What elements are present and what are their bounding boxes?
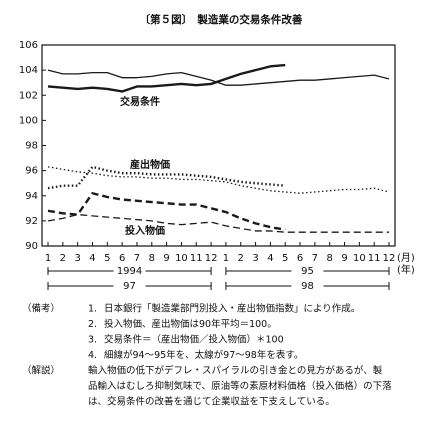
x-tick-label: 8 bbox=[327, 253, 333, 264]
note-text: 投入物価、産出物価は90年平均＝100。 bbox=[104, 318, 277, 330]
y-tick-label: 94 bbox=[25, 191, 38, 202]
explanation-line: は、交易条件の改善を通じて企業収益を下支えしている。 bbox=[88, 396, 335, 408]
x-tick-label: 12 bbox=[383, 253, 396, 264]
note-number: 1. bbox=[88, 304, 97, 315]
series-annotation: 投入物価 bbox=[125, 224, 165, 237]
y-tick-label: 102 bbox=[19, 90, 38, 101]
x-tick-label: 9 bbox=[341, 253, 347, 264]
x-tick-label: 1 bbox=[45, 253, 51, 264]
x-tick-label: 12 bbox=[205, 253, 218, 264]
x-tick-label: 9 bbox=[163, 253, 169, 264]
x-tick-label: 8 bbox=[149, 253, 155, 264]
series-line bbox=[47, 69, 390, 86]
x-tick-label: 10 bbox=[175, 253, 188, 264]
x-tick-label: 11 bbox=[190, 253, 203, 264]
y-tick-label: 106 bbox=[19, 40, 38, 51]
x-tick-label: 10 bbox=[353, 253, 366, 264]
series-annotation: 産出物価 bbox=[130, 158, 170, 171]
x-tick-label: 6 bbox=[119, 253, 125, 264]
series-line bbox=[47, 63, 286, 93]
x-unit: (年) bbox=[397, 263, 415, 276]
x-tick-label: 4 bbox=[267, 253, 273, 264]
note-number: 2. bbox=[88, 319, 97, 330]
y-tick-label: 100 bbox=[19, 115, 38, 126]
explanation-label: （解説） bbox=[22, 365, 60, 377]
explanation-line: 品輸入はむしろ抑制気味で、原油等の素原材料価格（投入価格）の下落 bbox=[88, 380, 392, 392]
x-tick-label: 4 bbox=[89, 253, 95, 264]
y-tick-label: 96 bbox=[25, 166, 38, 177]
x-tick-label: 5 bbox=[282, 253, 288, 264]
x-tick-label: 7 bbox=[134, 253, 140, 264]
x-tick-label: 5 bbox=[104, 253, 110, 264]
year-label: 1994 bbox=[117, 266, 142, 277]
x-tick-label: 7 bbox=[312, 253, 318, 264]
series-line bbox=[47, 213, 389, 233]
x-tick-label: 3 bbox=[74, 253, 80, 264]
x-tick-label: 6 bbox=[297, 253, 303, 264]
note-number: 3. bbox=[88, 335, 97, 346]
x-tick-label: 1 bbox=[223, 253, 229, 264]
notes-label: （備考） bbox=[22, 303, 60, 315]
y-tick-label: 90 bbox=[25, 241, 38, 252]
note-text: 細線が94～95年を、太線が97～98年を表す。 bbox=[104, 349, 303, 361]
x-tick-label: 2 bbox=[238, 253, 244, 264]
series-line bbox=[47, 192, 286, 231]
x-unit: (月) bbox=[397, 252, 415, 264]
series-annotation: 交易条件 bbox=[120, 95, 160, 108]
y-tick-label: 92 bbox=[25, 216, 38, 227]
explanation-line: 輸入物価の低下がデフレ・スパイラルの引き金との見方があるが、製 bbox=[88, 365, 383, 377]
x-tick-label: 3 bbox=[252, 253, 258, 264]
year-label: 95 bbox=[301, 266, 314, 277]
note-text: 日本銀行「製造業部門別投入・産出物価指数」により作成。 bbox=[104, 303, 360, 315]
year-label: 98 bbox=[301, 281, 314, 292]
year-label: 97 bbox=[123, 281, 136, 292]
series-line bbox=[47, 165, 286, 190]
y-tick-label: 104 bbox=[19, 65, 38, 76]
chart-title: 〔第５図〕 製造業の交易条件改善 bbox=[140, 13, 303, 26]
x-tick-label: 2 bbox=[60, 253, 66, 264]
note-text: 交易条件＝（産出物価／投入物価）＊100 bbox=[104, 334, 284, 346]
series-line bbox=[47, 166, 390, 194]
note-number: 4. bbox=[88, 350, 97, 361]
x-tick-label: 11 bbox=[368, 253, 381, 264]
y-tick-label: 98 bbox=[25, 141, 38, 152]
